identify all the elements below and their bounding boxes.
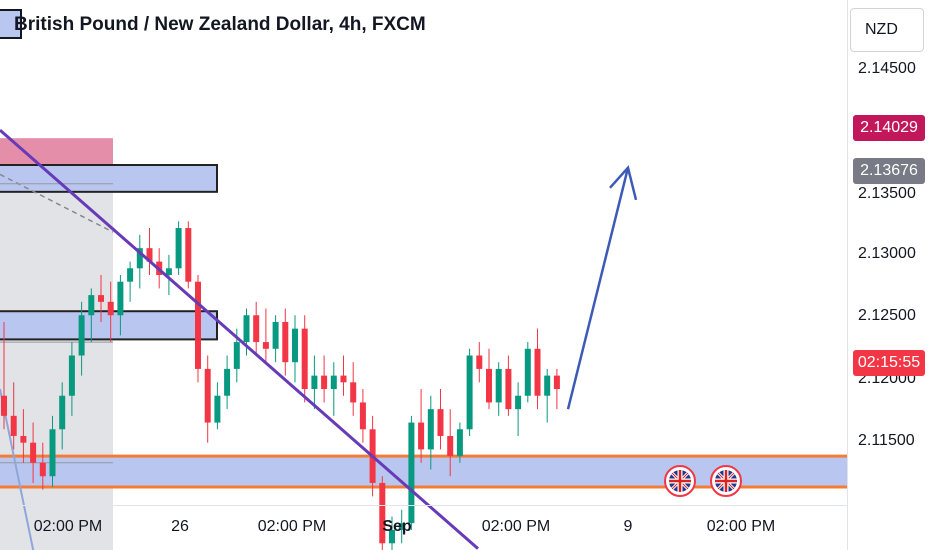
forecast-arrow[interactable] [566, 167, 630, 410]
candle-up[interactable] [233, 342, 240, 369]
y-tick: 2.13500 [858, 185, 916, 202]
x-tick: 02:00 PM [706, 518, 776, 535]
candle-down[interactable] [350, 382, 357, 403]
candle-down[interactable] [505, 368, 512, 410]
candle-up[interactable] [524, 348, 531, 396]
candle-down[interactable] [534, 348, 541, 396]
support-zone[interactable] [0, 456, 847, 487]
x-tick: Sep [382, 518, 412, 535]
x-tick: 02:00 PM [257, 518, 327, 535]
candle-down[interactable] [447, 435, 454, 457]
shaded-range[interactable] [0, 165, 113, 550]
candle-up[interactable] [88, 295, 95, 316]
candle-down[interactable] [195, 281, 201, 369]
candle-up[interactable] [456, 429, 463, 457]
candle-up[interactable] [165, 268, 172, 275]
time-axis-divider [0, 505, 847, 506]
candle-down[interactable] [359, 402, 366, 430]
y-tick: 2.14500 [858, 60, 916, 77]
candle-down[interactable] [146, 248, 153, 262]
candle-down[interactable] [30, 442, 37, 463]
candle-down[interactable] [553, 375, 560, 390]
candle-down[interactable] [340, 375, 347, 383]
y-tick: 2.11500 [858, 432, 915, 449]
candle-up[interactable] [224, 368, 231, 396]
y-tick: 2.12500 [858, 307, 916, 324]
candle-down[interactable] [476, 355, 483, 369]
candle-up[interactable] [243, 315, 250, 343]
candle-up[interactable] [389, 529, 395, 544]
candle-up[interactable] [59, 395, 66, 430]
left-diagonal-line [0, 388, 35, 550]
candle-down[interactable] [262, 342, 269, 349]
candle-down[interactable] [204, 368, 211, 423]
last-price-tag: 2.13676 [853, 158, 925, 184]
candle-up[interactable] [214, 395, 221, 423]
x-tick: 02:00 PM [481, 518, 551, 535]
candle-up[interactable] [117, 281, 124, 316]
candle-down[interactable] [20, 435, 27, 443]
chart-title: British Pound / New Zealand Dollar, 4h, … [14, 14, 426, 35]
order-block-middle[interactable] [0, 310, 218, 341]
candle-up[interactable] [68, 355, 75, 396]
y-tick: 2.13000 [858, 245, 916, 262]
countdown-tag: 02:15:55 [853, 350, 925, 376]
resistance-zone[interactable] [0, 138, 113, 168]
candle-up[interactable] [127, 268, 134, 282]
candle-down[interactable] [39, 462, 46, 477]
candle-up[interactable] [330, 375, 337, 390]
candle-down[interactable] [10, 415, 17, 436]
x-tick: 02:00 PM [33, 518, 103, 535]
candle-up[interactable] [292, 328, 298, 363]
candle-up[interactable] [78, 315, 85, 356]
candle-up[interactable] [544, 375, 551, 396]
arrow-head-icon [609, 165, 638, 201]
candle-down[interactable] [107, 301, 114, 316]
candle-up[interactable] [272, 321, 279, 349]
candle-down[interactable] [98, 295, 104, 302]
x-tick: 26 [171, 518, 189, 535]
order-block-upper[interactable] [0, 164, 218, 193]
currency-button[interactable]: NZD [850, 8, 924, 52]
candle-up[interactable] [311, 375, 318, 390]
candle-up[interactable] [408, 422, 415, 524]
candle-up[interactable] [49, 429, 56, 477]
candle-down[interactable] [486, 368, 492, 403]
candle-up[interactable] [175, 228, 182, 269]
ask-price-tag: 2.14029 [853, 115, 925, 141]
candle-down[interactable] [185, 228, 192, 282]
candle-down[interactable] [379, 482, 386, 544]
uk-flag-icon[interactable] [664, 465, 696, 497]
symbol-color-box[interactable] [0, 9, 22, 39]
candle-up[interactable] [398, 523, 405, 530]
candle-down[interactable] [301, 328, 308, 390]
candle-up[interactable] [495, 368, 502, 403]
price-axis-divider [847, 0, 848, 550]
candle-down[interactable] [418, 422, 425, 450]
x-tick: 9 [623, 518, 633, 535]
candle-down[interactable] [253, 315, 260, 343]
candle-down[interactable] [437, 409, 444, 436]
trendline[interactable] [0, 128, 479, 550]
candle-up[interactable] [136, 248, 143, 269]
candle-down[interactable] [321, 375, 328, 390]
candle-up[interactable] [466, 355, 473, 430]
uk-flag-icon[interactable] [710, 465, 742, 497]
candle-down[interactable] [1, 395, 7, 416]
candle-down[interactable] [282, 321, 289, 363]
candle-up[interactable] [515, 395, 522, 410]
candle-up[interactable] [427, 409, 434, 450]
